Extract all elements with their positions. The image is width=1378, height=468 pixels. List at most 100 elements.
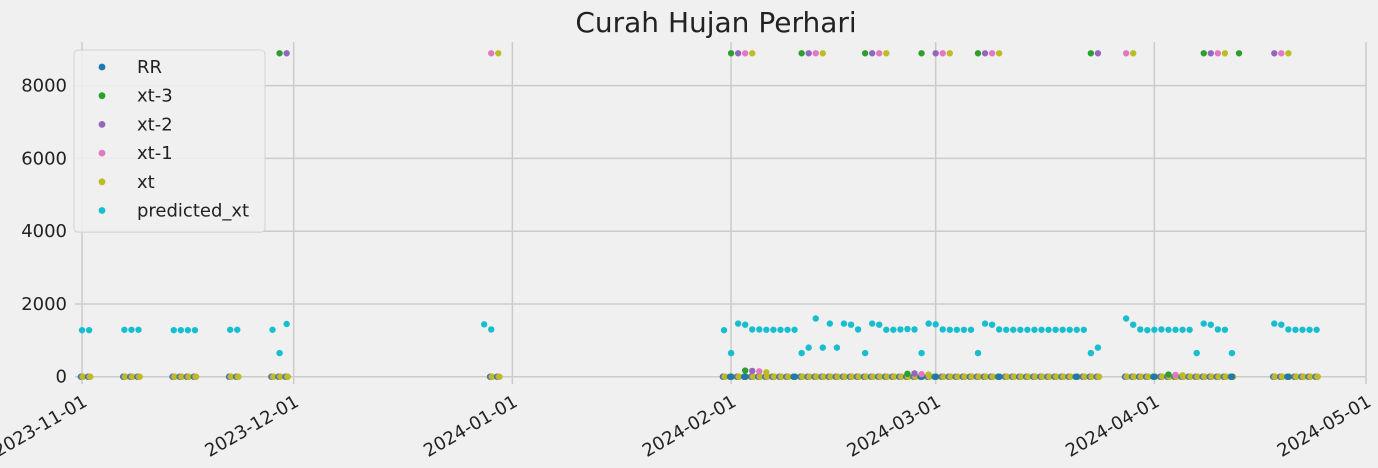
point-xt (1129, 50, 1137, 57)
point-xt-1 (1122, 50, 1130, 57)
point-predicted_xt (918, 349, 925, 357)
point-predicted_xt (128, 326, 135, 333)
zero-point (1011, 373, 1018, 380)
zero-point (185, 373, 193, 380)
zero-point (863, 373, 870, 380)
y-tick-label: 0 (56, 367, 67, 388)
y-tick-label: 8000 (21, 76, 67, 97)
x-tick-label: 2024-04-01 (1062, 391, 1163, 461)
zero-point (856, 373, 863, 380)
zero-point (841, 373, 849, 380)
point-predicted_xt (1003, 326, 1010, 333)
point-predicted_xt (861, 349, 869, 357)
point-xt-2 (283, 50, 290, 57)
point-RR (1073, 373, 1080, 380)
y-tick-label: 6000 (21, 148, 67, 169)
point-predicted_xt (741, 321, 749, 328)
point-xt (763, 369, 770, 376)
point-xt-3 (741, 367, 749, 374)
zero-point (849, 373, 856, 380)
zero-point (1293, 373, 1300, 380)
zero-point (827, 373, 835, 380)
point-predicted_xt (890, 326, 897, 333)
zero-point (757, 373, 764, 380)
point-xt-2 (734, 50, 742, 57)
zero-point (1279, 373, 1286, 380)
point-predicted_xt (1017, 326, 1024, 333)
zero-point (1004, 373, 1011, 380)
point-predicted_xt (1165, 326, 1172, 333)
zero-point (1046, 373, 1053, 380)
point-predicted_xt (1122, 315, 1130, 322)
x-tick-label: 2024-03-01 (843, 391, 944, 461)
zero-point (820, 373, 828, 380)
y-tick-label: 4000 (21, 221, 67, 242)
point-predicted_xt (1207, 321, 1214, 328)
zero-point (496, 373, 503, 380)
x-tick-label: 2023-12-01 (201, 391, 302, 461)
point-predicted_xt (1059, 326, 1066, 333)
point-predicted_xt (1137, 326, 1144, 333)
zero-point (1272, 373, 1279, 380)
point-predicted_xt (854, 326, 862, 333)
point-xt (1179, 372, 1186, 379)
point-predicted_xt (911, 326, 918, 333)
point-xt-3 (1200, 50, 1207, 57)
point-xt-3 (276, 50, 283, 57)
point-predicted_xt (1313, 326, 1320, 333)
zero-point (1138, 373, 1145, 380)
point-xt-2 (932, 50, 939, 57)
point-predicted_xt (819, 344, 826, 351)
point-predicted_xt (1221, 326, 1229, 333)
point-predicted_xt (749, 326, 756, 333)
point-predicted_xt (1094, 344, 1102, 351)
point-RR (791, 373, 798, 380)
zero-point (736, 373, 743, 380)
point-predicted_xt (784, 326, 791, 333)
zero-point (171, 373, 179, 380)
point-predicted_xt (234, 326, 241, 333)
point-xt-2 (1094, 50, 1102, 57)
point-xt-3 (918, 50, 925, 57)
x-tick-label: 2024-02-01 (639, 391, 740, 461)
point-predicted_xt (974, 349, 982, 357)
data-points (77, 50, 1322, 380)
point-predicted_xt (1278, 321, 1285, 328)
zero-point (1025, 373, 1032, 380)
zero-point (1124, 373, 1131, 380)
point-predicted_xt (770, 326, 777, 333)
point-RR (1151, 373, 1158, 380)
zero-point (1307, 373, 1314, 380)
zero-point (192, 373, 200, 380)
point-xt-3 (1235, 50, 1243, 57)
x-tick-label: 2023-11-01 (0, 391, 91, 461)
legend-label: xt-1 (137, 143, 173, 164)
point-xt-1 (812, 50, 819, 57)
point-RR (1228, 373, 1236, 380)
point-predicted_xt (932, 321, 939, 328)
point-predicted_xt (1045, 326, 1052, 333)
legend-box (73, 49, 266, 233)
point-predicted_xt (1144, 326, 1151, 334)
point-xt (995, 50, 1003, 57)
point-predicted_xt (868, 320, 876, 327)
legend-marker (98, 178, 106, 186)
zero-point (968, 373, 976, 380)
point-predicted_xt (488, 326, 495, 333)
point-xt-1 (756, 368, 763, 375)
zero-point (284, 373, 292, 380)
point-predicted_xt (1087, 349, 1095, 357)
point-predicted_xt (925, 320, 932, 327)
point-predicted_xt (1151, 326, 1158, 333)
point-predicted_xt (78, 326, 86, 334)
point-xt-1 (741, 50, 749, 57)
point-xt (883, 50, 890, 57)
point-RR (741, 373, 749, 380)
zero-point (898, 373, 905, 380)
point-RR (995, 373, 1003, 380)
legend-marker (98, 63, 106, 71)
point-predicted_xt (1129, 321, 1137, 328)
point-predicted_xt (727, 349, 735, 357)
x-tick-label: 2024-05-01 (1274, 391, 1375, 461)
point-predicted_xt (1031, 326, 1038, 333)
